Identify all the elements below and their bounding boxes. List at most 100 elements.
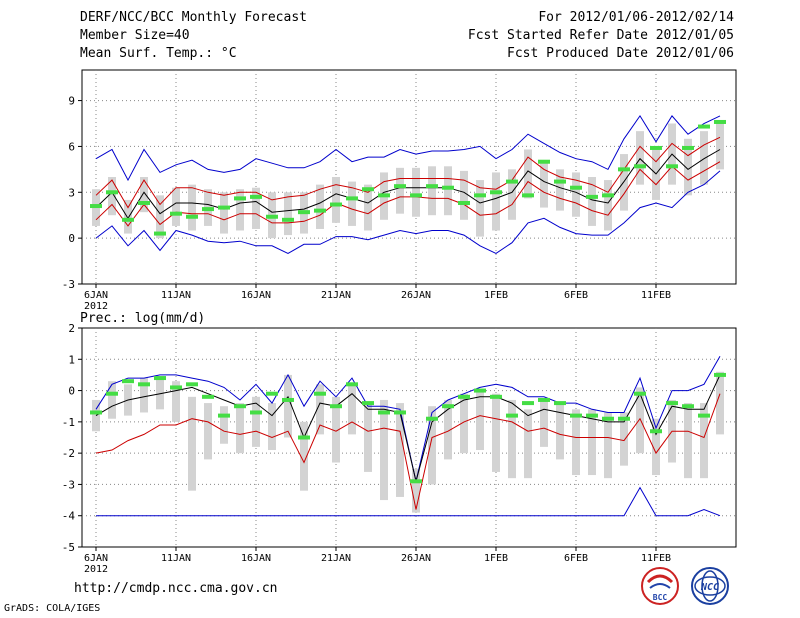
forecast-period: For 2012/01/06-2012/02/14 [538, 10, 734, 25]
temp-spread-bar [572, 172, 580, 217]
temp-obs-marker [410, 193, 422, 198]
produced-date: Fcst Produced Date 2012/01/06 [507, 46, 734, 61]
prec-spread-bar [588, 409, 596, 476]
prec-spread-bar [684, 403, 692, 479]
prec-obs-marker [346, 382, 358, 387]
prec-spread-bar [332, 396, 340, 463]
prec-obs-marker [522, 401, 534, 406]
temp-spread-bar [396, 167, 404, 214]
temp-obs-marker [314, 208, 326, 213]
temp-obs-marker [218, 205, 230, 210]
temp-obs-marker [522, 193, 534, 198]
temp-obs-marker [442, 185, 454, 190]
temp-x-tick-label: 16JAN [241, 290, 271, 301]
prec-obs-marker [394, 410, 406, 415]
temp-obs-marker [634, 164, 646, 169]
prec-spread-bar [572, 409, 580, 476]
footer-credit: GrADS: COLA/IGES [4, 603, 101, 614]
temp-spread-bar [156, 195, 164, 239]
prec-obs-marker [698, 413, 710, 418]
temp-spread-bar [428, 166, 436, 216]
prec-spread-bar [524, 409, 532, 479]
prec-obs-marker [90, 410, 102, 415]
prec-obs-marker [602, 416, 614, 421]
prec-y-tick-label: -4 [62, 510, 76, 523]
prec-obs-marker [378, 410, 390, 415]
prec-x-tick-label: 11JAN [161, 553, 191, 564]
prec-x-tick-label: 21JAN [321, 553, 351, 564]
temp-blue-lower-line [95, 170, 721, 254]
temp-obs-marker [250, 194, 262, 199]
prec-spread-bar [188, 396, 196, 491]
prec-obs-marker [442, 404, 454, 409]
temp-spread-bar [124, 199, 132, 234]
prec-obs-marker [666, 401, 678, 406]
prec-obs-marker [202, 394, 214, 399]
temp-spread-bar [444, 166, 452, 216]
prec-obs-marker [170, 385, 182, 390]
prec-spread-bar [620, 412, 628, 466]
temp-obs-marker [362, 187, 374, 192]
temp-obs-marker [394, 184, 406, 189]
prec-obs-marker [138, 382, 150, 387]
prec-spread-bar [268, 403, 276, 451]
prec-obs-marker [330, 404, 342, 409]
prec-obs-marker [570, 413, 582, 418]
temp-obs-marker [186, 214, 198, 219]
prec-spread-bar [556, 403, 564, 460]
temp-y-tick-label: 3 [68, 186, 75, 199]
temp-obs-marker [234, 196, 246, 201]
temp-spread-bar [508, 169, 516, 220]
temp-x-tick-label: 6JAN [84, 290, 108, 301]
prec-obs-marker [634, 391, 646, 396]
prec-obs-marker [362, 401, 374, 406]
prec-obs-marker [426, 416, 438, 421]
prec-spread-bar [492, 393, 500, 472]
prec-spread-bar [364, 403, 372, 472]
temp-obs-marker [586, 194, 598, 199]
temp-x-tick-label: 11JAN [161, 290, 191, 301]
temp-red-upper-line [95, 136, 721, 209]
header-right: For 2012/01/06-2012/02/14 Fcst Started R… [468, 9, 734, 63]
temp-spread-bar [316, 184, 324, 229]
prec-x-tick-label: 1FEB [484, 553, 508, 564]
prec-x-tick-label: 6JAN [84, 553, 108, 564]
prec-frame [81, 327, 737, 548]
prec-obs-marker [650, 429, 662, 434]
temp-y-tick-label: 6 [68, 140, 75, 153]
temp-x-tick-label: 11FEB [641, 290, 671, 301]
temp-spread-bar [556, 169, 564, 211]
temp-obs-marker [682, 145, 694, 150]
temp-x-year-label: 2012 [84, 301, 108, 312]
prec-spread-bar [540, 399, 548, 447]
temp-spread-bar [636, 131, 644, 185]
prec-obs-marker [266, 391, 278, 396]
temp-x-tick-label: 1FEB [484, 290, 508, 301]
prec-spread-bar [412, 468, 420, 513]
temp-spread-bar [284, 192, 292, 236]
prec-obs-marker [506, 413, 518, 418]
temp-spread-bar [460, 170, 468, 220]
prec-obs-marker [218, 413, 230, 418]
prec-obs-marker [234, 404, 246, 409]
temp-y-tick-label: 9 [68, 95, 75, 108]
temp-obs-marker [618, 167, 630, 172]
prec-median-line [95, 374, 721, 482]
prec-obs-marker [474, 388, 486, 393]
temp-spread-bar [348, 181, 356, 226]
footer-url[interactable]: http://cmdp.ncc.cma.gov.cn [74, 581, 278, 596]
temp-obs-marker [266, 214, 278, 219]
prec-obs-marker [554, 401, 566, 406]
temp-y-tick-label: 0 [68, 232, 75, 245]
prec-obs-marker [410, 479, 422, 484]
temp-spread-bar [172, 187, 180, 226]
prec-obs-marker [298, 435, 310, 440]
temp-obs-marker [138, 200, 150, 205]
prec-spread-bar [348, 384, 356, 435]
prec-obs-marker [490, 394, 502, 399]
prec-obs-marker [106, 391, 118, 396]
prec-spread-bar [476, 390, 484, 451]
prec-spread-bar [108, 381, 116, 419]
